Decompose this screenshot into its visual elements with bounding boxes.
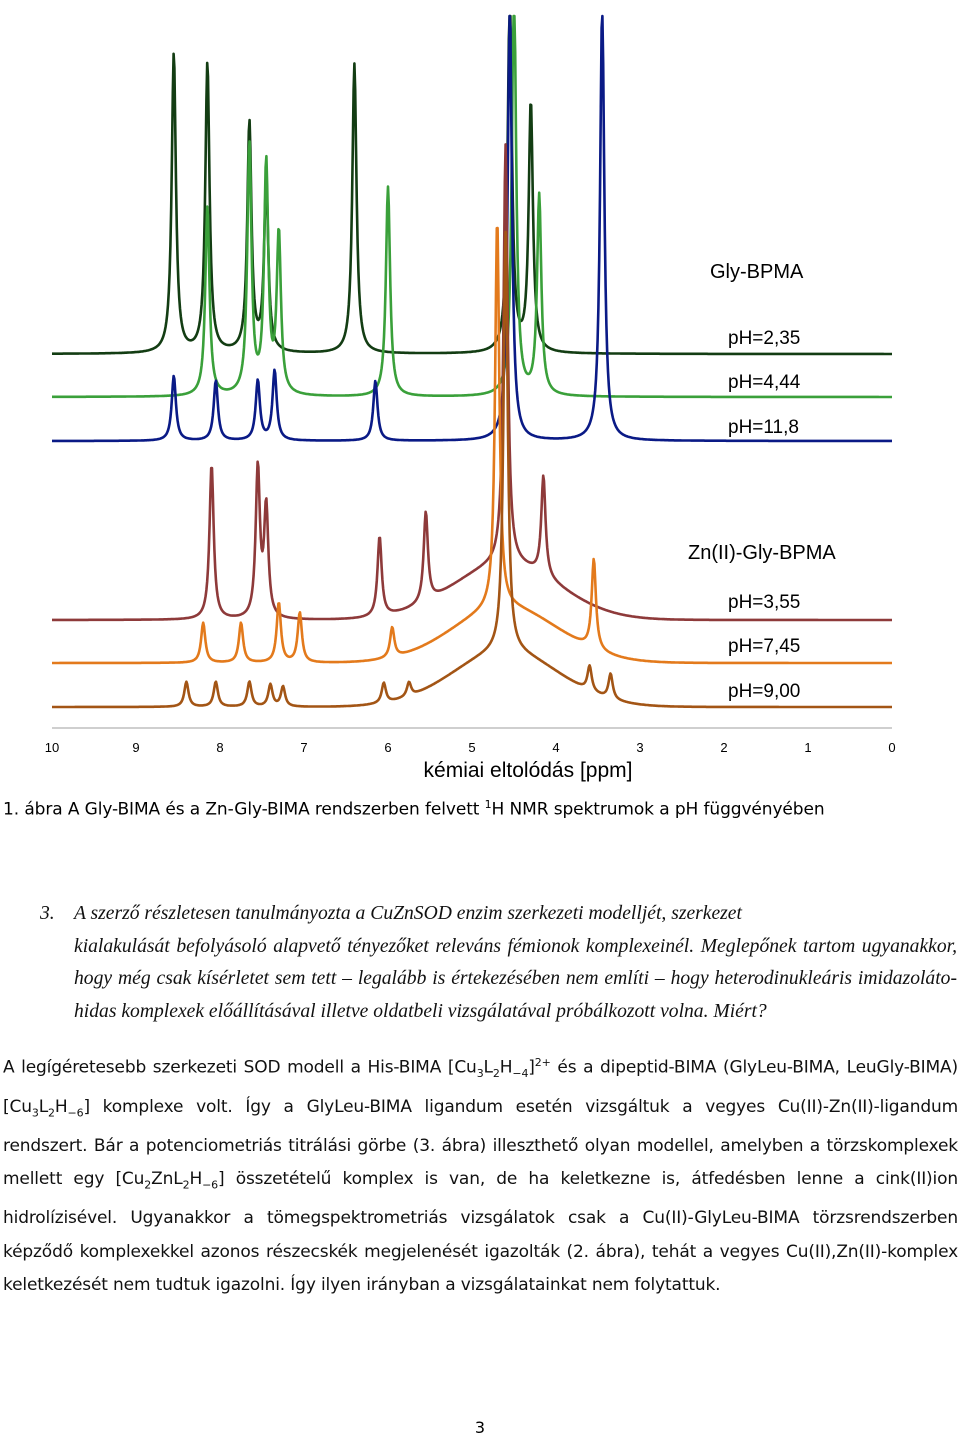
answer-subscript: −4 — [512, 1067, 529, 1081]
spectrum-line-4 — [51, 143, 893, 622]
x-tick-label: 3 — [636, 740, 643, 755]
x-tick-label: 0 — [888, 740, 895, 755]
x-axis-title: kémiai eltolódás [ppm] — [424, 759, 633, 782]
question-body: kialakulását befolyásoló alapvető tényez… — [74, 935, 957, 1022]
question-first-line: A szerző részletesen tanulmányozta a CuZ… — [74, 903, 742, 924]
page-number: 3 — [474, 1418, 486, 1437]
spectrum-line-3 — [51, 14, 893, 443]
answer-text: A legígéretesebb szerkezeti SOD modell a… — [3, 1057, 477, 1078]
answer-text: ] összetételű komplex is van, de ha kele… — [3, 1169, 958, 1296]
x-tick-label: 4 — [552, 740, 559, 755]
caption-text-end: H NMR spektrumok a pH függvényében — [491, 799, 825, 820]
legend-series-ph-7-45: pH=7,45 — [728, 636, 800, 657]
answer-paragraph: A legígéretesebb szerkezeti SOD modell a… — [3, 1046, 958, 1303]
spectra-group — [51, 14, 893, 709]
question-paragraph: 3. A szerző részletesen tanulmányozta a C… — [40, 898, 957, 1028]
answer-subscript: −6 — [67, 1106, 84, 1120]
figure-caption: 1. ábra A Gly-BIMA és a Zn-Gly-BIMA rend… — [3, 798, 953, 820]
x-tick-label: 10 — [45, 740, 59, 755]
answer-text: H — [54, 1096, 68, 1117]
answer-text: L — [38, 1096, 49, 1117]
answer-text: ] komplexe volt. Így a GlyLeu-BIMA ligan… — [3, 1096, 958, 1190]
x-tick-labels: 10 9 8 7 6 5 4 3 2 1 0 — [45, 740, 896, 755]
x-tick-label: 8 — [216, 740, 223, 755]
answer-subscript: 2 — [48, 1106, 55, 1120]
question-number: 3. — [40, 903, 55, 924]
answer-subscript: 3 — [31, 1106, 39, 1120]
answer-text: H — [189, 1169, 203, 1190]
nmr-spectra-figure: 10 9 8 7 6 5 4 3 2 1 0 kémiai eltolódás [ppm] Gly-… — [45, 14, 896, 782]
spectrum-line-2 — [51, 14, 893, 399]
legend-series-ph-2-35: pH=2,35 — [728, 328, 800, 349]
x-tick-label: 7 — [300, 740, 307, 755]
x-tick-label: 9 — [132, 740, 139, 755]
answer-subscript: 3 — [476, 1067, 484, 1081]
answer-subscript: 2 — [144, 1178, 152, 1192]
x-tick-label: 1 — [804, 740, 811, 755]
legend-group2-title: Zn(II)-Gly-BPMA — [688, 542, 836, 564]
legend-series-ph-3-55: pH=3,55 — [728, 592, 800, 613]
x-tick-label: 5 — [468, 740, 475, 755]
answer-text: és a dipeptid-BIMA (GlyLeu-BIMA, LeuGly-… — [3, 1057, 958, 1117]
spectrum-line-5 — [51, 226, 893, 665]
caption-text-start: 1. ábra A Gly-BIMA és a Zn-Gly-BIMA rend… — [3, 799, 485, 820]
legend-series-ph-9-00: pH=9,00 — [728, 681, 800, 702]
x-tick-label: 2 — [720, 740, 727, 755]
answer-text: ] — [528, 1057, 535, 1078]
answer-superscript: 2+ — [534, 1056, 551, 1069]
spectrum-line-6 — [51, 230, 893, 709]
legend-series-ph-4-44: pH=4,44 — [728, 372, 801, 393]
legend-series-ph-11-8: pH=11,8 — [728, 417, 799, 438]
answer-text: L — [483, 1057, 493, 1078]
answer-subscript: 2 — [182, 1178, 190, 1192]
answer-subscript: 2 — [492, 1067, 500, 1081]
answer-text: H — [499, 1057, 513, 1078]
spectrum-line-1 — [51, 14, 893, 356]
answer-subscript: −6 — [202, 1178, 219, 1192]
legend-group1-title: Gly-BPMA — [710, 261, 804, 283]
answer-text: ZnL — [151, 1169, 183, 1190]
caption-superscript: 1 — [484, 798, 492, 811]
x-tick-label: 6 — [384, 740, 391, 755]
